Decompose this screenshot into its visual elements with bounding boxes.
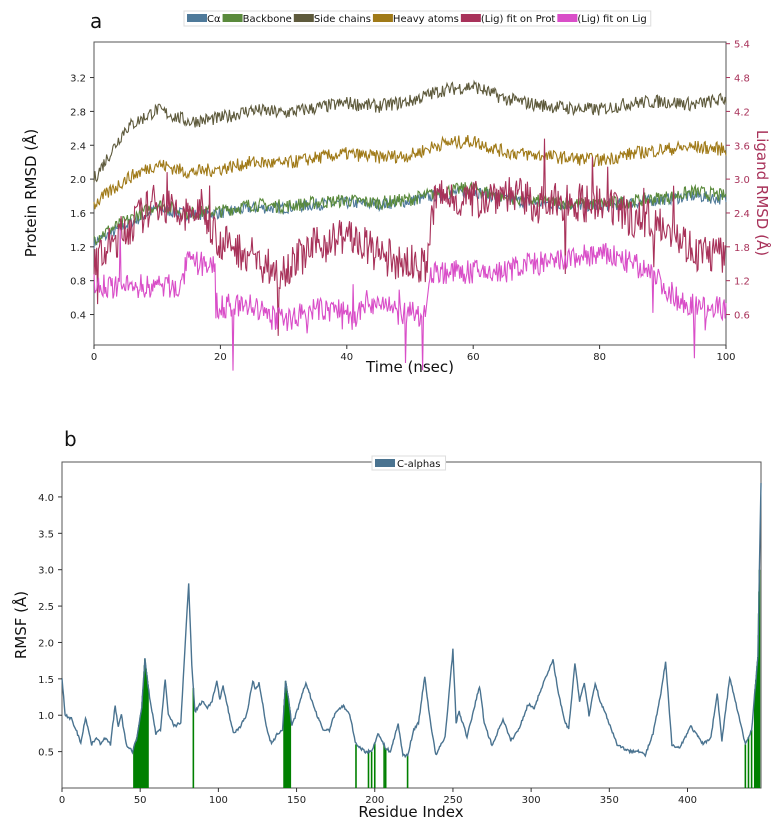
y-right-tick-label: 1.8: [734, 243, 750, 254]
legend-swatch: [293, 14, 314, 22]
y-axis-label-b: RMSF (Å): [11, 591, 30, 659]
y-axis-label-a: Protein RMSD (Å): [21, 129, 40, 258]
y-right-tick-label: 4.2: [734, 107, 750, 118]
y-right-tick-label: 2.4: [734, 209, 750, 220]
x-tick-label: 60: [467, 352, 480, 363]
x-tick-label: 300: [522, 795, 541, 806]
plot-a-series: [93, 79, 727, 371]
y-tick-label: 1.2: [70, 243, 86, 254]
y-tick-label: 2.8: [70, 107, 86, 118]
y-tick-label: 0.8: [70, 277, 86, 288]
y-tick-label: 2.5: [38, 602, 54, 613]
legend-swatch: [187, 14, 207, 22]
x-tick-label: 100: [209, 795, 228, 806]
x-tick-label: 20: [214, 352, 227, 363]
legend-entry-label: Cα: [207, 14, 221, 25]
x-tick-label: 350: [600, 795, 619, 806]
y-tick-label: 2.0: [38, 638, 54, 649]
y-tick-label: 1.0: [38, 711, 54, 722]
y-tick-label: 1.6: [70, 209, 86, 220]
y-right-tick-label: 1.2: [734, 277, 750, 288]
plot-a-frame: [93, 41, 727, 346]
y-tick-label: 2.4: [70, 141, 86, 152]
series-line-side-chains: [93, 79, 727, 183]
y-tick-label: 3.0: [38, 566, 54, 577]
plot-a-axes: 0 20 40 60 80 100 0.4 0.8 1.2 1.6 2.0 2.4 2.8 3.2 0.6 1…: [70, 40, 750, 363]
legend-swatch: [557, 14, 578, 22]
y-right-tick-label: 0.6: [734, 311, 750, 322]
x-tick-label: 150: [287, 795, 306, 806]
plot-b-series: [61, 482, 762, 788]
legend-swatch: [372, 14, 393, 22]
series-line-lig-fit-on-prot: [93, 138, 727, 336]
panel-a-label: a: [90, 9, 102, 33]
legend-a: Cα Backbone Side chains Heavy atoms (Lig) fi…: [183, 10, 652, 27]
x-tick-label: 80: [593, 352, 606, 363]
y-right-tick-label: 4.8: [734, 74, 750, 85]
series-line-heavy-atoms: [93, 135, 727, 210]
legend-entry-label: C-alphas: [397, 459, 441, 470]
y-axis-right-label-a: Ligand RMSD (Å): [753, 130, 772, 256]
y-tick-label: 0.4: [70, 311, 86, 322]
y-tick-label: 2.0: [70, 175, 86, 186]
y-tick-label: 1.5: [38, 675, 54, 686]
x-tick-label: 400: [678, 795, 697, 806]
legend-entry-label: Side chains: [314, 14, 371, 25]
x-tick-label: 100: [716, 352, 735, 363]
panel-a: a Cα Backbone Side chains Heavy atoms (Lig) …: [21, 9, 772, 376]
y-right-tick-label: 5.4: [734, 40, 750, 51]
x-tick-label: 250: [443, 795, 462, 806]
x-tick-label: 40: [340, 352, 353, 363]
legend-entry-label: (Lig) fit on Lig: [577, 14, 646, 25]
y-tick-label: 3.2: [70, 74, 86, 85]
series-line-lig-fit-on-lig: [93, 229, 727, 371]
x-tick-label: 0: [59, 795, 65, 806]
y-tick-label: 3.5: [38, 529, 54, 540]
y-right-tick-label: 3.0: [734, 175, 750, 186]
x-tick-label: 200: [365, 795, 384, 806]
panel-b: b 0 50 100 150 200 250 300 350 400 0.5 1.0 1.5 2.0 2.…: [11, 427, 762, 821]
legend-swatch: [460, 14, 481, 22]
legend-entry-label: Heavy atoms: [393, 14, 459, 25]
legend-swatch: [375, 459, 395, 467]
x-axis-label-b: Residue Index: [358, 803, 463, 821]
series-line-c-alphas: [61, 482, 762, 759]
legend-b: C-alphas: [371, 455, 447, 471]
plot-b-axes: 0 50 100 150 200 250 300 350 400 0.5 1.0 1.5 2.0 2.5 3…: [38, 493, 697, 806]
y-tick-label: 0.5: [38, 748, 54, 759]
legend-swatch: [222, 14, 243, 22]
x-tick-label: 0: [91, 352, 97, 363]
y-right-tick-label: 3.6: [734, 141, 750, 152]
legend-entry-label: (Lig) fit on Prot: [481, 14, 556, 25]
y-tick-label: 4.0: [38, 493, 54, 504]
legend-entry-label: Backbone: [243, 14, 292, 25]
x-axis-label-a: Time (nsec): [365, 358, 454, 376]
panel-b-label: b: [64, 427, 77, 451]
x-tick-label: 50: [134, 795, 147, 806]
